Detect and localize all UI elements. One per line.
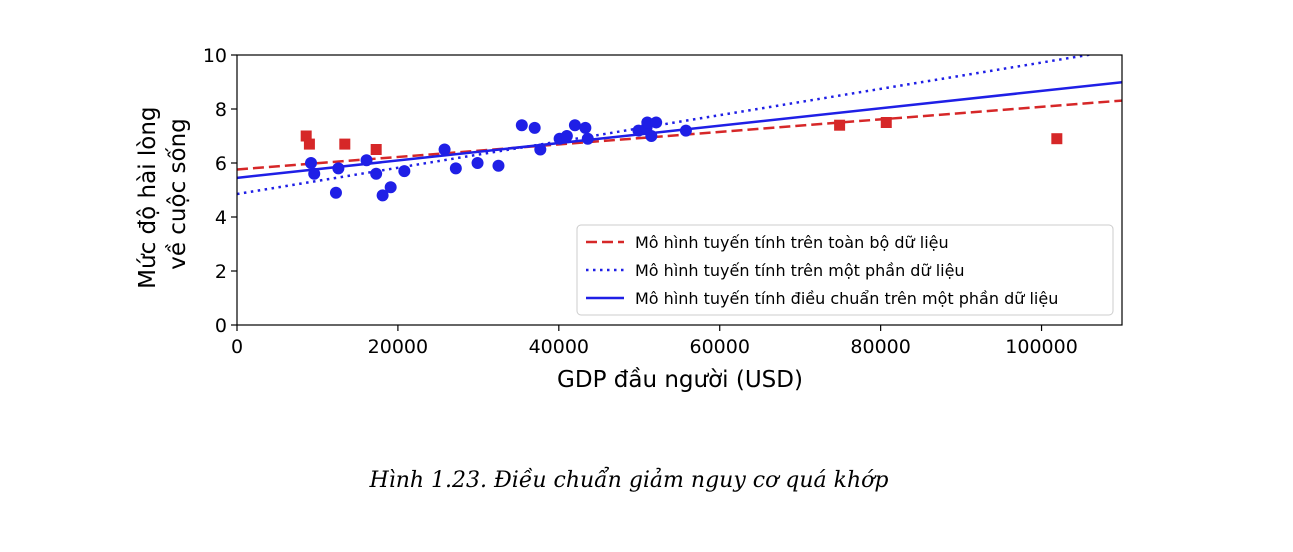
data-point-circle xyxy=(534,143,547,156)
y-tick-label: 8 xyxy=(215,99,227,121)
axes: 0 20000 40000 60000 80000 100000 0 2 4 6 8 10 xyxy=(203,45,1078,358)
series-line-dashed xyxy=(237,99,1122,171)
data-point-circle xyxy=(650,116,663,129)
y-axis-label-line1: Mức độ hài lòng xyxy=(135,106,161,288)
data-point-circle xyxy=(449,162,462,175)
legend-label: Mô hình tuyến tính trên một phần dữ liệu xyxy=(635,261,965,280)
data-point-circle xyxy=(492,159,505,172)
data-point-square xyxy=(303,138,315,150)
data-point-circle xyxy=(398,165,411,178)
x-tick-label: 20000 xyxy=(368,336,428,358)
data-point-circle xyxy=(679,124,692,137)
data-point-circle xyxy=(515,119,528,132)
data-point-circle xyxy=(384,181,397,194)
x-tick-label: 100000 xyxy=(1005,336,1078,358)
x-tick-label: 0 xyxy=(231,336,243,358)
data-point-circle xyxy=(360,154,373,167)
x-axis-label: GDP đầu người (USD) xyxy=(557,367,803,393)
y-axis-label: Mức độ hài lòng về cuộc sống xyxy=(135,99,191,289)
data-point-square xyxy=(834,119,846,131)
data-point-circle xyxy=(308,167,321,180)
data-point-circle xyxy=(329,186,342,199)
data-point-circle xyxy=(560,130,573,142)
x-tick-label: 40000 xyxy=(529,336,589,358)
y-tick-label: 0 xyxy=(215,315,227,337)
chart: 0 20000 40000 60000 80000 100000 0 2 4 6 8 10 GDP đ… xyxy=(135,45,1123,393)
x-tick-label: 60000 xyxy=(690,336,750,358)
y-tick-label: 2 xyxy=(215,261,227,283)
data-point-circle xyxy=(641,116,654,129)
data-point-circle xyxy=(438,143,451,156)
figure-caption: Hình 1.23. Điều chuẩn giảm nguy cơ quá k… xyxy=(369,468,889,493)
data-point-circle xyxy=(528,121,541,134)
plot-area xyxy=(237,55,1122,202)
data-point-circle xyxy=(568,119,581,132)
legend-label: Mô hình tuyến tính trên toàn bộ dữ liệu xyxy=(635,233,949,252)
data-point-circle xyxy=(332,162,345,175)
data-point-circle xyxy=(370,167,383,180)
data-point-circle xyxy=(471,157,484,169)
data-point-circle xyxy=(581,132,594,145)
data-point-square xyxy=(339,138,351,150)
series-line-solid xyxy=(237,80,1122,180)
legend-box xyxy=(576,224,1114,316)
legend-label: Mô hình tuyến tính điều chuẩn trên một p… xyxy=(635,289,1058,308)
data-point-square xyxy=(880,117,892,128)
x-tick-label: 80000 xyxy=(850,336,910,358)
data-point-circle xyxy=(579,121,592,134)
data-point-square xyxy=(370,144,382,155)
y-axis-label-line2: về cuộc sống xyxy=(165,118,191,270)
data-point-square xyxy=(1051,133,1063,145)
y-tick-label: 10 xyxy=(203,45,227,67)
legend: Mô hình tuyến tính trên toàn bộ dữ liệu M… xyxy=(576,224,1114,316)
data-point-circle xyxy=(305,157,318,169)
data-point-circle xyxy=(376,189,389,202)
data-point-square xyxy=(300,130,312,142)
y-tick-label: 4 xyxy=(215,207,227,229)
y-tick-label: 6 xyxy=(215,153,227,175)
plot-frame xyxy=(236,54,1123,326)
series-line-dotted xyxy=(237,55,1096,196)
data-point-circle xyxy=(645,130,658,142)
